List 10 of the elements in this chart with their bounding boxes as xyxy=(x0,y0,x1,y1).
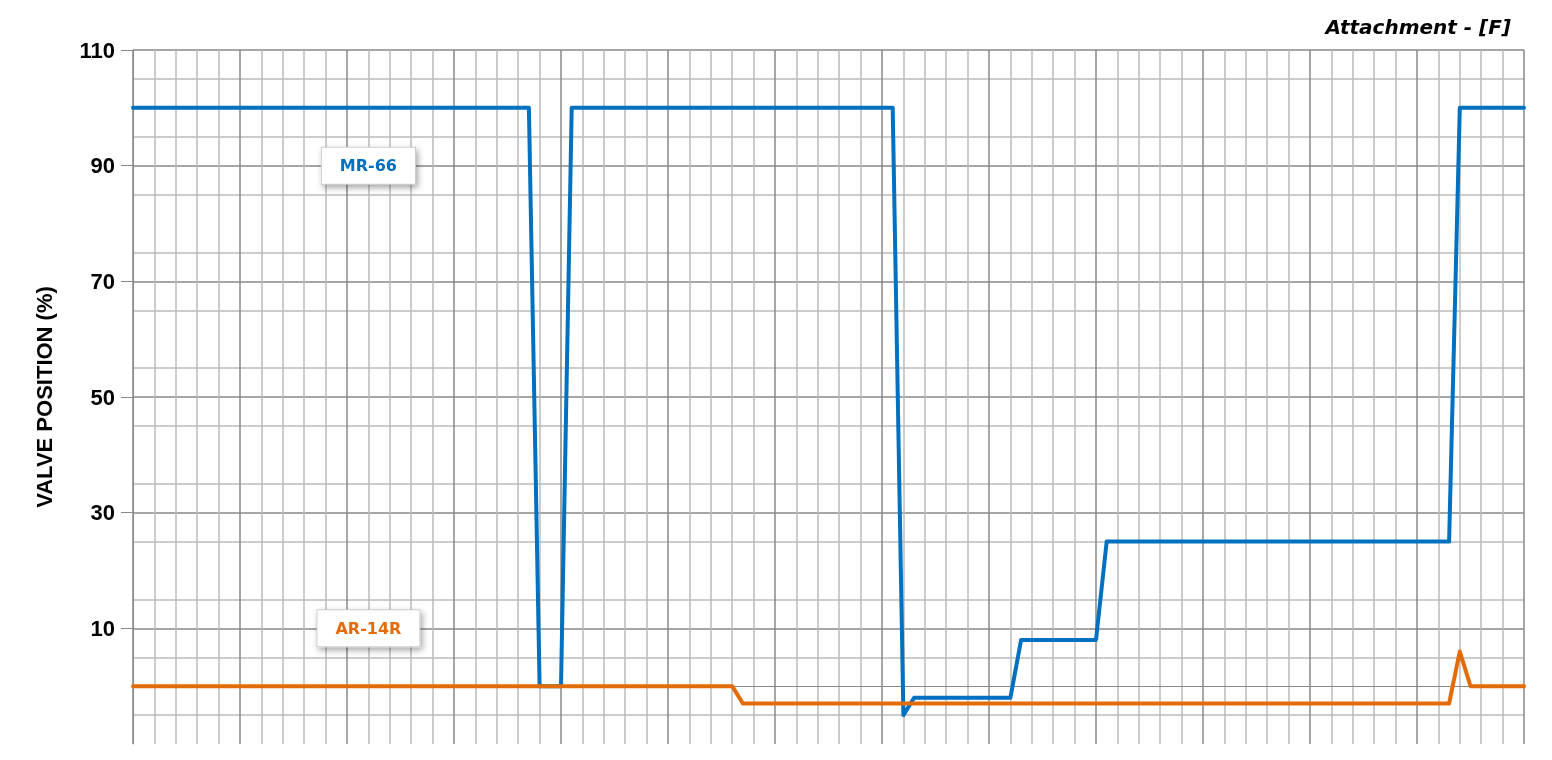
y-tick-label: 70 xyxy=(90,268,115,294)
y-tick-label: 50 xyxy=(90,384,115,410)
text: MR-66 xyxy=(339,156,397,176)
y-tick-label: 110 xyxy=(79,37,115,63)
text: AR-14R xyxy=(335,618,402,638)
chart-title: Attachment - [F] xyxy=(1323,15,1511,39)
y-tick-label: 30 xyxy=(90,500,115,526)
y-tick-label: 10 xyxy=(90,615,115,641)
y-axis-title: VALVE POSITION (%) xyxy=(31,286,57,508)
y-tick-label: 90 xyxy=(90,153,115,179)
